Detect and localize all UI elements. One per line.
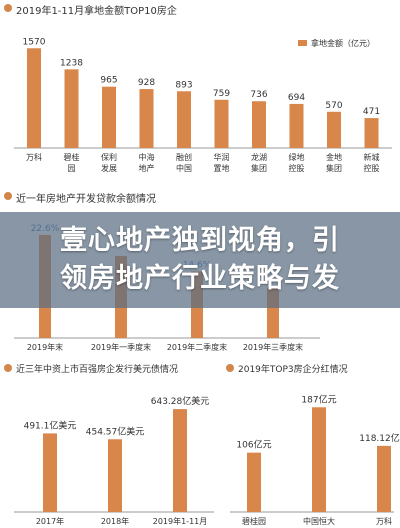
bar xyxy=(108,439,122,512)
bar xyxy=(139,89,154,148)
tick-label: 万科 xyxy=(26,152,42,162)
tick-label: 龙湖 xyxy=(251,152,267,162)
tick-label: 2018年 xyxy=(101,516,129,526)
data-label: 187亿元 xyxy=(301,393,336,405)
bullet-icon xyxy=(4,192,12,200)
bar xyxy=(377,445,391,512)
bullet-icon xyxy=(4,4,12,12)
tick-label: 中海 xyxy=(139,152,155,162)
chart-title: 近一年房地产开发贷款余额情况 xyxy=(16,194,156,205)
banner-headline[interactable]: 壹心地产独到视角，引 领房地产行业策略与发 xyxy=(0,222,400,298)
tick-label: 融创 xyxy=(176,152,192,162)
chart-canvas: 491.1亿美元 2017年 454.57亿美元 2018年 643.28亿美元 2019… xyxy=(14,395,214,526)
tick-label: 中国恒大 xyxy=(303,516,335,526)
overlay-banner xyxy=(0,212,400,308)
tick-label: 集团 xyxy=(251,163,267,173)
data-label: 1570 xyxy=(23,37,46,47)
bar xyxy=(247,452,261,512)
chart-top10-land: 2019年1-11月拿地金额TOP10房企 1570 万科 1238 碧桂园 965 保利… xyxy=(0,0,400,188)
bar xyxy=(312,407,326,512)
tick-label: 碧桂园 xyxy=(242,516,266,526)
tick-label: 2019年三季度末 xyxy=(243,342,303,352)
data-label: 1238 xyxy=(60,58,83,68)
tick-label: 金地 xyxy=(326,152,342,162)
bar xyxy=(64,69,79,148)
bar xyxy=(364,118,379,148)
tick-label: 园 xyxy=(68,164,76,173)
data-label: 759 xyxy=(213,89,230,99)
banner-line-1: 壹心地产独到视角，引 xyxy=(60,225,340,256)
bar xyxy=(43,433,57,512)
banner-line-2: 领房地产行业策略与发 xyxy=(60,263,340,294)
tick-label: 保利 xyxy=(101,152,117,162)
tick-label: 发展 xyxy=(101,163,117,173)
tick-label: 万科 xyxy=(376,516,392,526)
bar xyxy=(327,111,341,148)
data-label: 454.57亿美元 xyxy=(86,425,145,437)
data-label: 893 xyxy=(175,80,192,90)
tick-label: 集团 xyxy=(326,163,342,173)
data-label: 736 xyxy=(250,90,267,100)
bar xyxy=(289,103,304,148)
tick-label: 2019年二季度末 xyxy=(167,342,227,352)
tick-label: 华润 xyxy=(214,152,230,162)
tick-label: 中国 xyxy=(176,163,192,173)
data-label: 471 xyxy=(363,107,380,117)
bar xyxy=(177,91,191,148)
bullet-icon xyxy=(4,364,12,372)
legend-swatch xyxy=(298,40,307,46)
data-label: 118.12亿元 xyxy=(359,432,400,444)
chart-title: 近三年中资上市百强房企发行美元债情况 xyxy=(16,365,179,375)
chart-title: 2019年TOP3房企分红情况 xyxy=(238,365,348,375)
data-label: 570 xyxy=(325,101,342,111)
bar xyxy=(27,48,41,149)
legend-label: 拿地金额（亿元） xyxy=(311,38,375,48)
bar xyxy=(214,99,229,148)
tick-label: 2019年一季度末 xyxy=(91,342,151,352)
data-label: 491.1亿美元 xyxy=(24,419,77,431)
tick-label: 2019年1-11月 xyxy=(153,516,208,526)
tick-label: 2017年 xyxy=(36,516,64,526)
data-label: 965 xyxy=(100,76,117,86)
chart-title: 2019年1-11月拿地金额TOP10房企 xyxy=(16,6,177,17)
tick-label: 控股 xyxy=(289,163,305,173)
data-label: 928 xyxy=(138,78,155,88)
data-label: 694 xyxy=(288,93,305,103)
tick-label: 2019年末 xyxy=(27,342,63,352)
tick-label: 绿地 xyxy=(289,152,305,162)
bar xyxy=(102,86,116,148)
bar xyxy=(173,409,187,512)
chart-top3-dividend: 2019年TOP3房企分红情况 106亿元碧桂园 187亿元中国恒大 118.12亿… xyxy=(222,360,400,528)
data-label: 106亿元 xyxy=(236,439,271,451)
chart-usd-bonds: 近三年中资上市百强房企发行美元债情况 491.1亿美元 2017年 454.57亿美… xyxy=(0,360,222,528)
bullet-icon xyxy=(226,364,234,372)
bar xyxy=(252,101,266,148)
tick-label: 控股 xyxy=(364,163,380,173)
tick-label: 置地 xyxy=(214,163,230,173)
tick-label: 碧桂 xyxy=(64,152,80,162)
tick-label: 地产 xyxy=(139,163,155,173)
data-label: 643.28亿美元 xyxy=(151,395,210,407)
tick-label: 新城 xyxy=(364,152,380,162)
